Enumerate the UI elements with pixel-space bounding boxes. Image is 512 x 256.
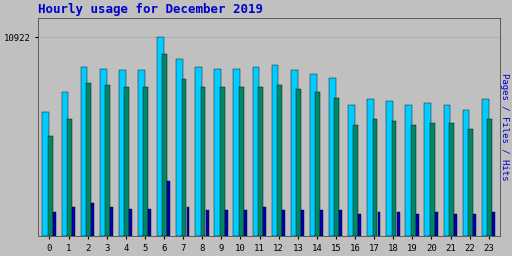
Bar xyxy=(167,181,170,236)
Bar xyxy=(258,87,263,236)
Bar xyxy=(397,212,399,236)
Bar xyxy=(329,78,336,236)
Bar xyxy=(100,69,106,236)
Bar xyxy=(195,67,202,236)
Text: Hourly usage for December 2019: Hourly usage for December 2019 xyxy=(38,4,263,16)
Bar xyxy=(48,136,53,236)
Bar xyxy=(334,98,339,236)
Bar xyxy=(124,87,129,236)
Bar xyxy=(129,209,132,236)
Bar xyxy=(86,83,91,236)
Bar xyxy=(157,37,164,236)
Bar xyxy=(315,92,320,236)
Bar xyxy=(91,203,94,236)
Bar xyxy=(206,210,208,236)
Bar xyxy=(252,67,260,236)
Bar xyxy=(296,89,301,236)
Bar xyxy=(225,210,228,236)
Bar xyxy=(263,207,266,236)
Bar xyxy=(277,85,282,236)
Bar xyxy=(162,54,167,236)
Bar xyxy=(176,59,183,236)
Bar xyxy=(454,214,457,236)
Bar xyxy=(487,120,492,236)
Bar xyxy=(449,123,454,236)
Bar xyxy=(430,123,435,236)
Bar xyxy=(215,69,221,236)
Bar xyxy=(320,210,323,236)
Bar xyxy=(105,85,110,236)
Bar xyxy=(424,103,431,236)
Bar xyxy=(392,121,396,236)
Bar xyxy=(482,100,488,236)
Bar xyxy=(61,92,69,236)
Bar xyxy=(53,212,56,236)
Bar xyxy=(239,87,244,236)
Bar xyxy=(443,105,451,236)
Bar xyxy=(244,210,247,236)
Bar xyxy=(201,87,205,236)
Bar xyxy=(301,210,304,236)
Bar xyxy=(119,70,125,236)
Bar xyxy=(186,207,189,236)
Bar xyxy=(148,209,151,236)
Bar xyxy=(339,210,342,236)
Bar xyxy=(416,214,419,236)
Bar xyxy=(143,87,148,236)
Bar xyxy=(272,65,279,236)
Y-axis label: Pages / Files / Hits: Pages / Files / Hits xyxy=(500,73,508,180)
Bar xyxy=(67,120,72,236)
Bar xyxy=(468,129,473,236)
Bar xyxy=(72,207,75,236)
Bar xyxy=(492,212,495,236)
Bar xyxy=(367,100,374,236)
Bar xyxy=(182,79,186,236)
Bar xyxy=(81,67,88,236)
Bar xyxy=(138,70,145,236)
Bar xyxy=(310,74,317,236)
Bar xyxy=(473,214,476,236)
Bar xyxy=(233,69,240,236)
Bar xyxy=(42,112,49,236)
Bar xyxy=(411,125,416,236)
Bar xyxy=(358,214,361,236)
Bar xyxy=(348,105,355,236)
Bar xyxy=(435,212,438,236)
Bar xyxy=(386,101,393,236)
Bar xyxy=(110,207,113,236)
Bar xyxy=(291,70,297,236)
Bar xyxy=(377,212,380,236)
Bar xyxy=(373,120,377,236)
Bar xyxy=(282,210,285,236)
Bar xyxy=(406,105,412,236)
Bar xyxy=(220,87,225,236)
Bar xyxy=(463,110,470,236)
Bar xyxy=(353,125,358,236)
